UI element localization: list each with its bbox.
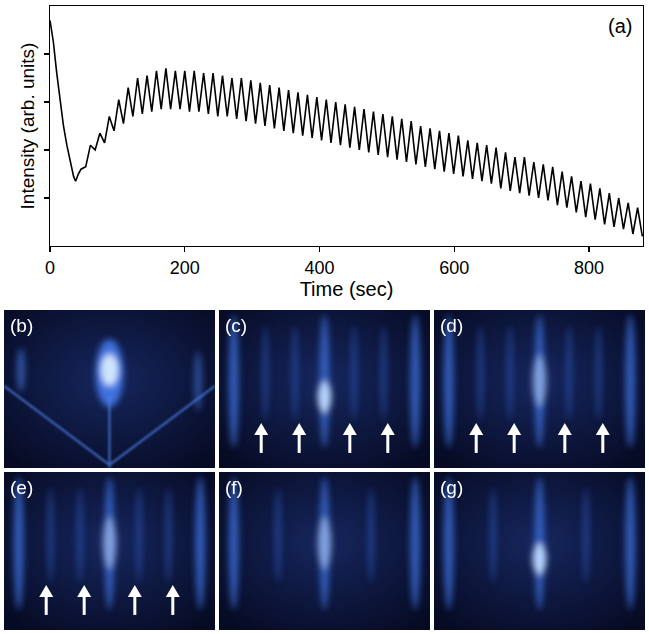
svg-text:(a): (a): [608, 15, 632, 37]
svg-text:0: 0: [45, 258, 55, 278]
svg-text:(c): (c): [225, 315, 247, 336]
svg-text:(e): (e): [10, 477, 33, 498]
svg-text:(d): (d): [440, 315, 463, 336]
svg-text:200: 200: [170, 258, 200, 278]
svg-text:600: 600: [439, 258, 469, 278]
svg-text:(g): (g): [440, 477, 463, 498]
svg-text:400: 400: [305, 258, 335, 278]
svg-text:(b): (b): [10, 315, 33, 336]
svg-text:Intensity (arb. units): Intensity (arb. units): [17, 43, 38, 210]
svg-text:Time (sec): Time (sec): [300, 278, 394, 300]
svg-text:800: 800: [574, 258, 604, 278]
svg-text:(f): (f): [225, 477, 243, 498]
